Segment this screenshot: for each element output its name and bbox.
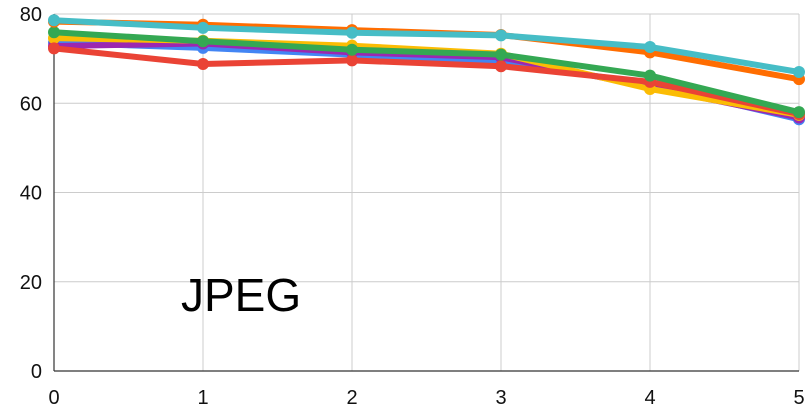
- x-tick-label: 0: [48, 387, 59, 409]
- y-tick-label: 0: [31, 361, 42, 383]
- data-point: [346, 54, 358, 67]
- data-point: [197, 21, 209, 34]
- chart-annotation: JPEG: [181, 269, 301, 321]
- data-point: [495, 60, 507, 73]
- y-tick-label: 60: [20, 93, 42, 115]
- y-tick-label: 40: [20, 183, 42, 205]
- series-line: [51, 17, 802, 75]
- data-point: [495, 48, 507, 61]
- x-tick-label: 3: [495, 387, 506, 409]
- tick-labels: 0 20 40 60 80 0 1 2 3 4 5: [20, 4, 805, 409]
- x-tick-label: 2: [346, 387, 357, 409]
- x-tick-label: 4: [644, 387, 655, 409]
- data-point: [48, 14, 60, 27]
- data-point: [48, 42, 60, 55]
- y-tick-label: 80: [20, 4, 42, 26]
- series-line: [51, 29, 802, 116]
- axes: [53, 14, 799, 372]
- y-tick-label: 20: [20, 272, 42, 294]
- data-point: [644, 69, 656, 82]
- data-point: [197, 57, 209, 70]
- x-tick-label: 1: [197, 387, 208, 409]
- x-tick-label: 5: [793, 387, 804, 409]
- series-line: [51, 45, 802, 117]
- series-6: [48, 14, 805, 79]
- data-point: [644, 41, 656, 54]
- data-point: [793, 66, 805, 79]
- data-point: [346, 26, 358, 39]
- data-point: [495, 29, 507, 42]
- data-point: [346, 43, 358, 56]
- series-group: [48, 14, 805, 126]
- data-point: [48, 26, 60, 39]
- data-point: [793, 106, 805, 119]
- data-point: [197, 35, 209, 48]
- series-4: [48, 26, 805, 119]
- grid: [54, 13, 800, 371]
